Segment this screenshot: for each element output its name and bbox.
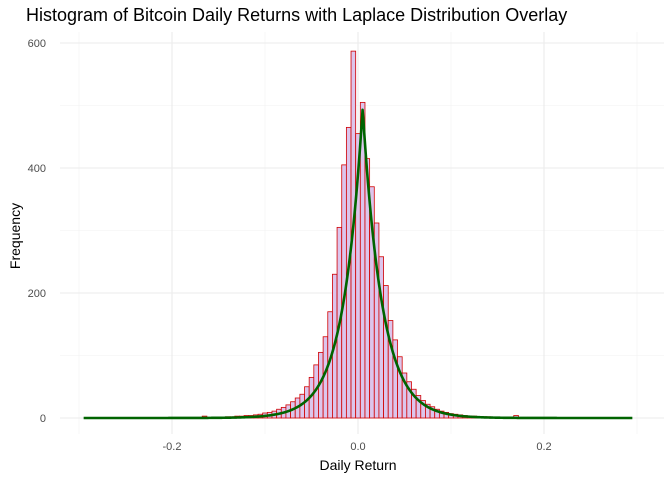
y-tick-label: 600 — [28, 38, 46, 50]
x-axis-label: Daily Return — [319, 457, 396, 473]
y-axis-label: Frequency — [7, 203, 23, 269]
chart-title: Histogram of Bitcoin Daily Returns with … — [26, 5, 568, 25]
histogram-bar — [383, 285, 389, 419]
y-tick-label: 200 — [28, 288, 46, 300]
laplace-curve — [83, 108, 633, 420]
y-axis-ticks: 0 200 400 600 — [28, 38, 46, 425]
x-tick-label: -0.2 — [163, 441, 182, 453]
x-tick-label: 0.0 — [350, 441, 365, 453]
histogram-bars — [201, 50, 538, 419]
x-tick-label: 0.2 — [536, 441, 551, 453]
y-tick-label: 0 — [40, 413, 46, 425]
x-axis-ticks: -0.2 0.0 0.2 — [163, 441, 552, 453]
laplace-overlay — [83, 108, 633, 420]
y-tick-label: 400 — [28, 163, 46, 175]
